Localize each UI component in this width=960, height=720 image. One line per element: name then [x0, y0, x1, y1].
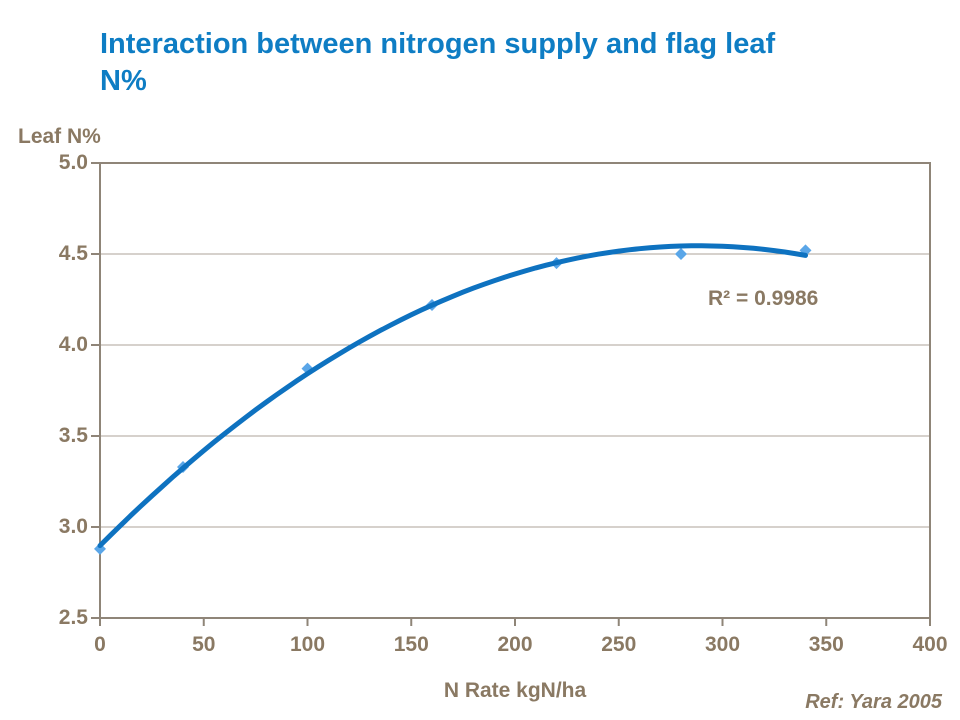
x-axis-tick-label: 300: [704, 633, 741, 656]
x-axis-tick-label: 200: [497, 633, 533, 656]
chart-title-line2: N%: [100, 65, 147, 97]
y-axis-tick-label: 2.5: [58, 606, 88, 629]
y-axis-tick-label: 4.5: [58, 242, 88, 265]
y-axis-tick-label: 4.0: [58, 333, 88, 356]
x-axis-tick-label: 400: [912, 633, 948, 656]
x-axis-tick-label: 50: [192, 633, 216, 656]
chart-title: Interaction between nitrogen supply and …: [100, 26, 880, 100]
r-squared-label: R² = 0.9986: [708, 287, 819, 310]
plot-frame: [99, 162, 931, 619]
y-axis-tick-label: 3.5: [58, 424, 88, 447]
trend-curve: [97, 243, 808, 549]
x-axis-title: N Rate kgN/ha: [443, 679, 587, 702]
x-axis-tick-label: 350: [808, 633, 844, 656]
y-axis-tick-label: 5.0: [58, 151, 88, 174]
x-axis-tick-label: 0: [94, 633, 106, 656]
y-axis-title: Leaf N%: [18, 125, 101, 148]
x-axis-tick-label: 150: [393, 633, 429, 656]
x-axis-tick-label: 250: [601, 633, 637, 656]
data-point-marker: [675, 248, 687, 260]
reference-note: Ref: Yara 2005: [805, 691, 942, 713]
chart-title-line1: Interaction between nitrogen supply and …: [100, 28, 776, 60]
y-axis-tick-label: 3.0: [58, 515, 88, 538]
x-axis-tick-label: 100: [289, 633, 326, 656]
